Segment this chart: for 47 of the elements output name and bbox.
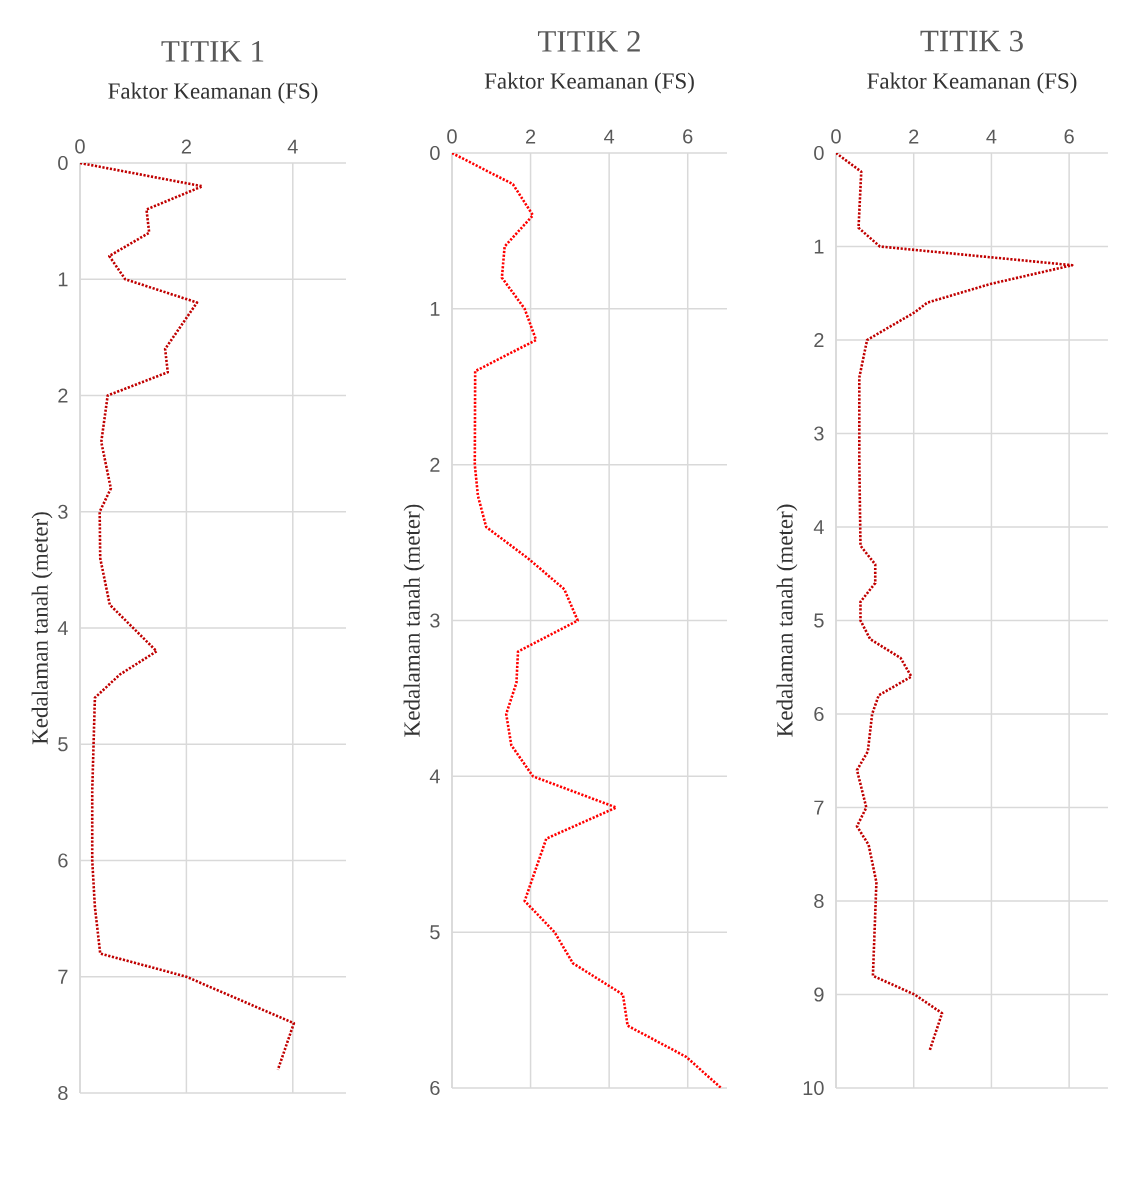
line-series (80, 163, 296, 1072)
y-tick-label: 2 (430, 457, 440, 472)
y-tick-label: 5 (814, 613, 824, 628)
x-tick-label: 4 (604, 129, 615, 144)
y-axis-title: Kedalaman tanah (meter) (31, 512, 53, 745)
y-tick-label: 9 (814, 987, 824, 1002)
y-tick-label: 8 (814, 893, 824, 909)
x-tick-label: 0 (75, 139, 85, 154)
y-tick-label: 1 (814, 239, 824, 254)
x-tick-label: 0 (831, 129, 841, 144)
x-tick-label: 4 (986, 129, 997, 144)
x-tick-label: 6 (683, 129, 693, 144)
x-tick-label: 2 (181, 139, 191, 154)
y-tick-label: 3 (58, 504, 68, 519)
y-tick-label: 2 (58, 388, 68, 403)
y-tick-label: 2 (814, 333, 824, 347)
y-tick-label: 6 (58, 853, 68, 868)
chart-title: TITIK 1 (161, 41, 264, 62)
x-tick-label: 6 (1064, 129, 1074, 144)
y-axis-title: Kedalaman tanah (meter) (776, 504, 798, 737)
x-axis-title: Faktor Keamanan (FS) (867, 72, 1077, 94)
y-tick-label: 4 (57, 621, 68, 635)
y-tick-label: 1 (430, 301, 440, 316)
y-tick-label: 4 (429, 769, 440, 784)
x-tick-label: 0 (447, 129, 457, 144)
y-tick-label: 6 (430, 1080, 440, 1096)
y-tick-label: 7 (58, 969, 68, 984)
x-tick-label: 2 (526, 129, 536, 144)
y-tick-label: 3 (814, 426, 824, 441)
y-tick-label: 4 (813, 520, 824, 534)
y-tick-label: 5 (58, 737, 68, 752)
y-tick-label: 5 (430, 925, 440, 940)
y-tick-label: 8 (58, 1085, 68, 1101)
y-tick-label: 1 (58, 272, 68, 287)
y-tick-label: 6 (814, 706, 824, 722)
chart-title: TITIK 2 (537, 30, 640, 52)
y-tick-label: 3 (430, 613, 440, 628)
chart-title: TITIK 3 (920, 30, 1023, 52)
y-tick-label: 10 (803, 1080, 824, 1096)
line-series (836, 153, 1074, 1052)
x-tick-label: 4 (287, 139, 298, 154)
y-tick-label: 0 (58, 155, 68, 171)
x-axis-title: Faktor Keamanan (FS) (484, 72, 694, 94)
y-axis-title: Kedalaman tanah (meter) (403, 504, 425, 737)
y-tick-label: 7 (814, 800, 824, 815)
x-axis-title: Faktor Keamanan (FS) (108, 82, 318, 104)
x-tick-label: 2 (909, 129, 919, 144)
